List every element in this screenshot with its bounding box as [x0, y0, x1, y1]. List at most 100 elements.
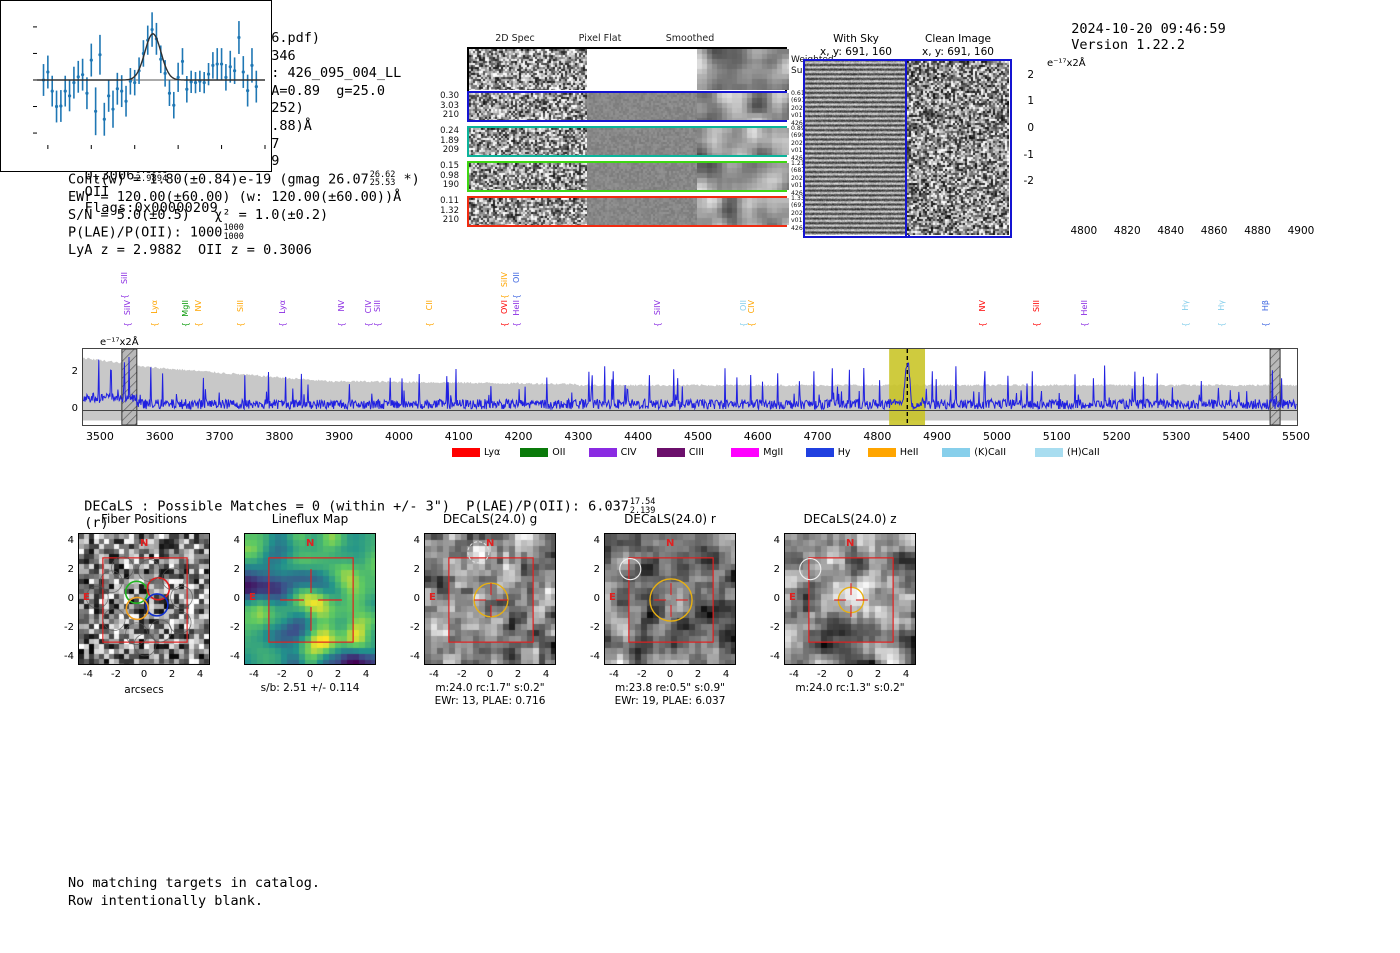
decals-panel-0-ytick-0: 4 — [67, 535, 74, 546]
decals-panel-1-ytick-4: -4 — [230, 651, 240, 662]
fiber-left-label-0-line-0: 0.30 — [440, 91, 459, 101]
spectrum-x-tick-labels: 3500 3600 3700 3800 3900 4000 4100 4200 4300 4400… — [0, 430, 1400, 446]
eline-xtick-0: 4800 — [1070, 225, 1098, 237]
decals-panel-0-xtick-3: 2 — [168, 669, 176, 680]
decals-panel-4-xtick-2: 0 — [846, 669, 854, 680]
full-spectrum-svg — [83, 349, 1297, 425]
fiber-left-label-0-line-2: 210 — [442, 110, 459, 121]
emission-line-axes — [0, 0, 272, 172]
eline-ytick-2: 0 — [1027, 121, 1034, 134]
fiber-right-label-3-line-0: 1.33" — [791, 195, 808, 202]
decals-panel-title-2: DECaLS(24.0) g — [442, 512, 538, 526]
spectrum-legend-swatch-5 — [805, 448, 834, 457]
timestamp-value: 2024-10-20 09:46:59 — [1071, 21, 1226, 37]
info-sn-chi2: S/N = 5.0(±0.5) χ² = 1.0(±0.2) — [68, 206, 329, 223]
spectrum-legend-swatch-7 — [942, 448, 971, 457]
fiber-strip-2-segment-0 — [469, 163, 587, 190]
decals-panel-4-xtick-1: -2 — [817, 669, 827, 680]
info-redshifts: LyA z = 2.9882 OII z = 0.3006 — [68, 242, 312, 259]
decals-header-text: DECaLS : Possible Matches = 0 (within +/… — [84, 498, 629, 515]
info-gmag-range: 26.62 25.53 — [369, 169, 396, 189]
decals-panel-3-xtick-3: 2 — [694, 669, 702, 680]
spectrum-legend-swatch-0 — [452, 448, 480, 457]
weighted-sum-segment-2 — [697, 49, 789, 91]
decals-panel-2-xtick-4: 4 — [542, 669, 550, 680]
spectrum-xtick-5: 4000 — [384, 430, 413, 443]
fiber-right-label-2-line-0: 1.21" — [791, 160, 808, 167]
spectrum-xtick-17: 5200 — [1102, 430, 1131, 443]
spectrum-legend-label-1: OII — [552, 447, 566, 458]
decals-panel-title-1: Lineflux Map — [271, 512, 349, 526]
sky-panel-title-1: Clean Image x, y: 691, 160 — [898, 33, 1018, 58]
decals-panel-1-xtick-2: 0 — [306, 669, 314, 680]
decals-panel-0-xtick-4: 4 — [196, 669, 204, 680]
sky-panel-title-text-1: Clean Image — [924, 33, 992, 45]
spectrum-legend-label-8: (H)CaII — [1067, 447, 1100, 458]
decals-panel-3-ytick-1: 2 — [593, 564, 600, 575]
decals-panel-2-xtick-2: 0 — [486, 669, 494, 680]
decals-panel-1-xtick-0: -4 — [249, 669, 259, 680]
spectrum-flux-unit-annotation: e⁻¹⁷x2Å — [100, 337, 139, 348]
decals-panel-2-ytick-1: 2 — [413, 564, 420, 575]
decals-panel-0-ytick-4: -4 — [64, 651, 74, 662]
spectrum-legend-item-2: CIV — [588, 447, 637, 458]
decals-panel-image-2[interactable] — [424, 533, 556, 665]
decals-panel-4-ytick-0: 4 — [773, 535, 780, 546]
fiber-strip-1-segment-2 — [697, 128, 789, 155]
fiber-left-label-1: 0.24 1.89 209 — [425, 126, 459, 156]
spectrum-legend-item-1: OII — [520, 447, 565, 458]
spec2d-column-title-1: Pixel Flat — [578, 33, 622, 44]
full-spectrum-axes — [82, 348, 1298, 426]
decals-panel-image-0[interactable] — [78, 533, 210, 665]
compass-east-2: E — [429, 592, 436, 603]
decals-panel-0-xtick-2: 0 — [140, 669, 148, 680]
decals-panel-0-ytick-2: 0 — [67, 593, 74, 604]
spectrum-legend-item-0: Lyα — [452, 447, 500, 458]
decals-header-suffix: (r) — [84, 515, 109, 532]
decals-panel-image-1[interactable] — [244, 533, 376, 665]
info-cont-w-post: *) — [403, 171, 420, 188]
info-cont-w: Cont(w) = 1.80(±0.84)e-19 (gmag 26.07 26.… — [68, 171, 420, 189]
eline-ytick-4: 2 — [1027, 68, 1034, 81]
sky-panel-subtitle-0: x, y: 691, 160 — [820, 45, 892, 58]
spectrum-xtick-16: 5100 — [1042, 430, 1071, 443]
decals-panel-title-4: DECaLS(24.0) z — [803, 512, 897, 526]
fiber-strip-2-segment-2 — [697, 163, 789, 190]
decals-panel-overlay-4 — [799, 557, 894, 643]
decals-panel-4-ytick-3: -2 — [770, 622, 780, 633]
report-timestamp: 2024-10-20 09:46:59 Version 1.22.2 — [1055, 5, 1234, 53]
decals-panel-overlay-3 — [619, 557, 714, 643]
decals-panel-3-ytick-3: -2 — [590, 622, 600, 633]
fiber-strip-1-segment-1 — [587, 128, 697, 155]
decals-panel-2-xtick-0: -4 — [429, 669, 439, 680]
fiber-left-label-0: 0.30 3.03 210 — [425, 91, 459, 121]
decals-panel-3-xtick-4: 4 — [722, 669, 730, 680]
fiber-left-label-3-line-0: 0.11 — [440, 196, 459, 206]
fiber-left-label-2-line-2: 190 — [442, 180, 459, 191]
emission-line-plot: e⁻¹⁷x2Å 4800 4820 4840 4860 4880 4900 -2 -1 0 1 2 — [0, 0, 1314, 237]
decals-header: DECaLS : Possible Matches = 0 (within +/… — [68, 482, 655, 531]
fiber-strip-2-segment-1 — [587, 163, 697, 190]
spectrum-xtick-7: 4200 — [504, 430, 533, 443]
eline-ytick-1: -1 — [1023, 148, 1034, 161]
fiber-left-label-3-line-2: 210 — [442, 215, 459, 226]
spectrum-legend-label-7: (K)CaII — [974, 447, 1006, 458]
compass-north-3: N — [666, 538, 675, 549]
spectrum-xtick-19: 5400 — [1222, 430, 1251, 443]
fiber-right-label-1-line-0: 0.89" — [791, 125, 808, 132]
spectrum-legend-item-4: MgII — [731, 447, 783, 458]
decals-panel-0-xtick-1: -2 — [111, 669, 121, 680]
eline-xtick-5: 4900 — [1287, 225, 1315, 237]
decals-panel-2-xtick-3: 2 — [514, 669, 522, 680]
fiber-left-label-1-line-2: 209 — [442, 145, 459, 156]
spectrum-legend-label-0: Lyα — [484, 447, 501, 458]
spectrum-legend-item-5: Hy — [805, 447, 850, 458]
decals-panel-overlay-2 — [448, 541, 534, 643]
decals-panel-image-3[interactable] — [604, 533, 736, 665]
decals-panel-2-ytick-2: 0 — [413, 593, 420, 604]
spectrum-legend-label-6: HeII — [899, 447, 919, 458]
compass-east-0: E — [83, 592, 90, 603]
decals-panel-image-4[interactable] — [784, 533, 916, 665]
info-cont-w-pre: Cont(w) = 1.80(±0.84)e-19 (gmag 26.07 — [68, 171, 369, 188]
sky-panel-title-text-0: With Sky — [833, 33, 879, 45]
